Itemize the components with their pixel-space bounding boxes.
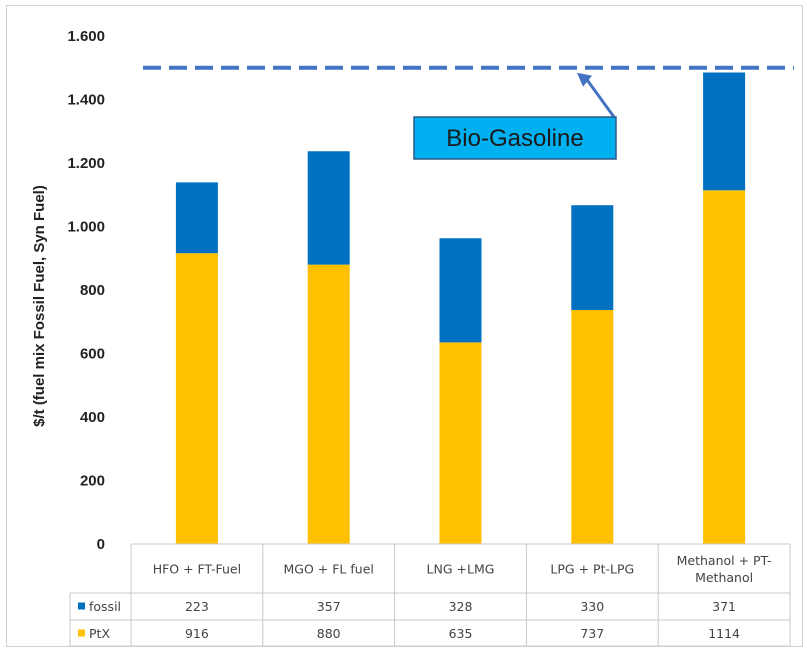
y-tick-label: 0 bbox=[97, 536, 105, 553]
y-tick-label: 600 bbox=[80, 346, 105, 363]
category-label: MGO + FL fuel bbox=[284, 562, 374, 577]
bar-fossil bbox=[307, 151, 350, 265]
data-label: 1114 bbox=[708, 626, 740, 641]
bar-PtX bbox=[175, 253, 218, 545]
y-tick-label: 1.000 bbox=[67, 219, 105, 236]
category-label: Methanol + PT- bbox=[677, 553, 772, 568]
stacked-bar-chart: 0 200 400 600 800 1.000 1.200 1.400 1.600 $/t (f… bbox=[31, 28, 794, 646]
bar-PtX bbox=[571, 310, 614, 544]
bar-PtX bbox=[439, 342, 482, 544]
data-label: 357 bbox=[317, 599, 341, 614]
arrow-head bbox=[577, 72, 592, 87]
annotation-text: Bio-Gasoline bbox=[446, 125, 583, 152]
legend-key-fossil bbox=[78, 602, 85, 610]
data-label: 635 bbox=[449, 626, 473, 641]
y-tick-label: 800 bbox=[80, 282, 105, 299]
data-table: HFO + FT-Fuel MGO + FL fuel LNG +LMG LPG + … bbox=[69, 543, 791, 646]
bar-PtX bbox=[703, 190, 746, 544]
y-tick-label: 1.600 bbox=[67, 28, 105, 45]
bar-fossil bbox=[571, 205, 614, 311]
annotation: Bio-Gasoline bbox=[413, 72, 617, 160]
y-axis-ticks: 0 200 400 600 800 1.000 1.200 1.400 1.600 bbox=[67, 28, 105, 553]
y-axis-label: $/t (fuel mix Fossil Fuel, Syn Fuel) bbox=[31, 185, 48, 427]
bar-fossil bbox=[703, 72, 746, 191]
y-tick-label: 400 bbox=[80, 409, 105, 426]
annotation-box bbox=[413, 116, 617, 160]
bar-fossil bbox=[439, 238, 482, 343]
annotation-arrow bbox=[585, 78, 616, 118]
legend-key-PtX bbox=[78, 629, 85, 637]
y-tick-label: 1.200 bbox=[67, 155, 105, 172]
data-label: 223 bbox=[185, 599, 209, 614]
y-tick-label: 1.400 bbox=[67, 92, 105, 109]
category-label: LNG +LMG bbox=[427, 562, 495, 577]
category-label: HFO + FT-Fuel bbox=[153, 562, 241, 577]
data-label: 371 bbox=[712, 599, 736, 614]
data-label: 330 bbox=[580, 599, 604, 614]
category-label: LPG + Pt-LPG bbox=[550, 562, 634, 577]
chart-frame: 0 200 400 600 800 1.000 1.200 1.400 1.600 $/t (f… bbox=[6, 5, 803, 647]
data-label: 880 bbox=[317, 626, 341, 641]
data-label: 328 bbox=[449, 599, 473, 614]
bar-PtX bbox=[307, 264, 350, 544]
y-tick-label: 200 bbox=[80, 473, 105, 490]
legend-label-fossil: fossil bbox=[89, 599, 121, 614]
category-label: Methanol bbox=[695, 570, 753, 585]
bars bbox=[175, 72, 746, 545]
bar-fossil bbox=[175, 182, 218, 254]
data-label: 737 bbox=[580, 626, 604, 641]
data-label: 916 bbox=[185, 626, 209, 641]
legend-label-PtX: PtX bbox=[89, 626, 110, 641]
